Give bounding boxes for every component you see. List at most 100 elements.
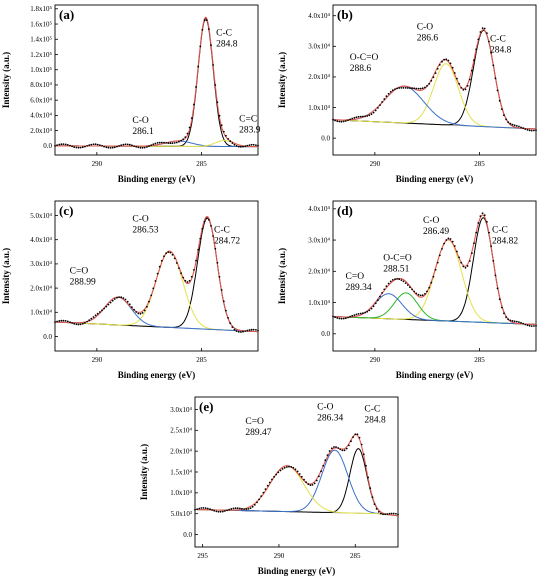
- data-point: [180, 272, 183, 275]
- data-point: [245, 508, 248, 511]
- data-point: [338, 317, 341, 320]
- data-point: [426, 85, 428, 87]
- data-point: [237, 145, 240, 148]
- data-point: [334, 119, 336, 122]
- data-point: [256, 501, 258, 504]
- data-point: [275, 473, 278, 476]
- data-point: [354, 433, 357, 436]
- data-point: [120, 296, 123, 299]
- data-point: [364, 115, 366, 118]
- data-point: [224, 510, 226, 512]
- data-point: [244, 330, 247, 332]
- data-point: [250, 328, 253, 331]
- data-point: [397, 513, 399, 516]
- data-point: [511, 123, 514, 126]
- data-point: [148, 145, 150, 148]
- data-point: [434, 268, 437, 271]
- data-point: [88, 319, 91, 322]
- data-point: [313, 482, 316, 485]
- data-point: [362, 115, 364, 118]
- data-point: [215, 510, 218, 513]
- data-point: [156, 142, 159, 144]
- data-point: [395, 512, 397, 515]
- data-point: [377, 511, 380, 513]
- data-point: [526, 129, 529, 131]
- y-tick-label: 2.0x10⁴: [308, 73, 330, 81]
- data-point: [214, 247, 217, 250]
- peak-label-c-o: C=O 289.47: [245, 417, 271, 438]
- data-point: [167, 142, 170, 145]
- data-point: [171, 142, 174, 145]
- data-point: [210, 44, 212, 47]
- data-point: [137, 312, 140, 315]
- data-point: [311, 484, 314, 486]
- data-point: [479, 31, 482, 33]
- data-point: [509, 122, 512, 125]
- x-tick-label: 285: [196, 356, 207, 364]
- data-point: [178, 267, 180, 269]
- data-point: [96, 312, 99, 315]
- data-point: [432, 76, 435, 79]
- data-point: [413, 87, 416, 90]
- data-point: [154, 142, 157, 145]
- data-point: [96, 143, 99, 146]
- data-point: [430, 281, 433, 284]
- data-point: [216, 101, 219, 104]
- y-tick-label: 5.0x10³: [171, 510, 192, 518]
- data-point: [398, 278, 401, 281]
- data-point: [335, 446, 337, 448]
- data-point: [520, 126, 522, 129]
- data-point: [73, 146, 76, 149]
- data-point: [360, 443, 363, 446]
- data-point: [124, 298, 127, 301]
- data-point: [222, 130, 225, 133]
- data-point: [139, 146, 142, 149]
- data-point: [277, 471, 280, 474]
- data-point: [229, 322, 232, 325]
- data-point: [396, 87, 398, 90]
- data-point: [381, 101, 383, 103]
- data-point: [436, 67, 439, 70]
- data-point: [231, 326, 234, 328]
- peak-o-c-o-line: [332, 85, 537, 130]
- peak-label-c-c: C-C 284.8: [364, 405, 386, 426]
- data-point: [211, 509, 213, 511]
- data-point: [391, 279, 394, 281]
- data-point: [368, 114, 371, 117]
- data-point: [216, 261, 219, 264]
- data-point: [388, 512, 391, 515]
- y-tick-label: 0.0: [43, 142, 52, 150]
- data-point: [481, 27, 484, 29]
- data-point: [69, 321, 71, 324]
- data-point: [344, 120, 347, 122]
- data-point: [406, 284, 409, 286]
- data-point: [300, 475, 303, 478]
- data-point: [240, 145, 242, 148]
- data-point: [118, 145, 120, 147]
- data-point: [415, 87, 418, 90]
- data-point: [92, 143, 95, 146]
- y-axis-title: Intensity (a.u.): [1, 52, 11, 108]
- data-point: [453, 245, 456, 247]
- data-point: [225, 309, 227, 312]
- y-tick-label: 4.0x10⁴: [308, 205, 330, 213]
- data-point: [99, 144, 101, 147]
- data-point: [385, 95, 388, 98]
- peak-o-c-o-line: [332, 292, 536, 325]
- data-point: [182, 276, 185, 279]
- data-point: [190, 275, 193, 278]
- data-point: [533, 129, 535, 132]
- data-point: [175, 262, 178, 264]
- data-point: [357, 115, 360, 118]
- data-point: [247, 508, 250, 510]
- data-point: [392, 512, 395, 515]
- data-point: [505, 316, 507, 318]
- data-point: [445, 239, 448, 241]
- data-point: [152, 287, 155, 290]
- data-point: [374, 109, 377, 112]
- y-tick-label: 3.0x10⁴: [308, 43, 330, 51]
- data-point: [71, 145, 73, 148]
- data-point: [137, 146, 140, 149]
- peak-label-c-o: C=O 288.99: [70, 267, 96, 288]
- data-point: [322, 464, 325, 467]
